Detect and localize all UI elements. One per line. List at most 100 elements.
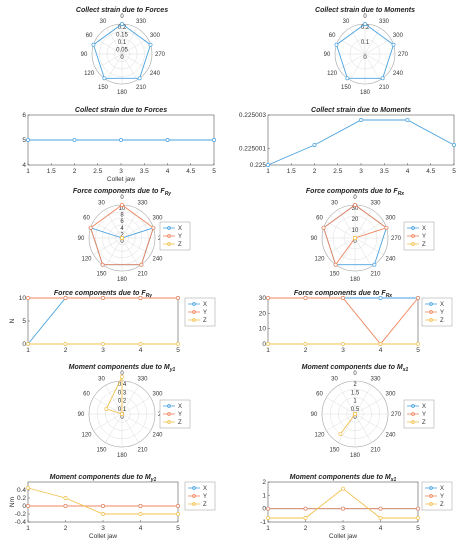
polar-grid-spoke bbox=[354, 221, 384, 239]
data-point-z bbox=[353, 412, 357, 416]
y-tick-label: 10 bbox=[19, 295, 27, 302]
data-point-y bbox=[341, 506, 345, 511]
x-tick-label: 4.5 bbox=[186, 168, 195, 175]
legend-label-z: Z bbox=[440, 318, 444, 324]
data-point-x bbox=[148, 42, 153, 47]
chart-title-main: Force components due to F bbox=[54, 290, 147, 297]
radial-tick-label: 0 bbox=[353, 415, 357, 421]
data-point-x bbox=[391, 42, 396, 47]
polar-grid-spoke bbox=[105, 385, 123, 415]
legend: XYZ bbox=[421, 481, 453, 511]
radial-tick-label: 30 bbox=[352, 206, 359, 212]
x-tick-label: 1.5 bbox=[47, 168, 56, 175]
x-tick-label: 3.5 bbox=[380, 168, 389, 175]
x-tick-label: 3 bbox=[341, 347, 345, 354]
data-point-y bbox=[378, 506, 383, 511]
polar-grid-spoke bbox=[354, 413, 372, 443]
x-axis-label: Collet jaw bbox=[107, 176, 135, 183]
data-point-z bbox=[338, 432, 343, 436]
line-chart-c3: Collect strain due to Forces 1 1.5 2 2.5 3 3.5… bbox=[22, 107, 216, 183]
chart-title: Moment components due to Mx1 bbox=[290, 474, 397, 483]
legend-label-y: Y bbox=[422, 412, 426, 418]
legend-marker-y bbox=[411, 234, 415, 238]
data-point-y bbox=[138, 504, 143, 508]
angle-tick-label: 150 bbox=[329, 448, 340, 454]
data-point-y bbox=[303, 296, 308, 300]
polar-grid-spoke bbox=[354, 209, 372, 239]
data-point-y bbox=[101, 504, 105, 508]
angle-tick-label: 270 bbox=[398, 52, 409, 58]
angle-tick-label: 210 bbox=[379, 85, 390, 91]
angle-tick-label: 180 bbox=[117, 277, 128, 283]
angle-tick-label: 270 bbox=[155, 52, 166, 58]
x-tick-label: 4 bbox=[379, 525, 383, 532]
y-axis-label: N bbox=[9, 318, 16, 323]
legend-label-x: X bbox=[440, 486, 444, 492]
legend-label-y: Y bbox=[203, 310, 207, 316]
plot-area bbox=[27, 481, 179, 523]
data-point-z bbox=[176, 342, 180, 346]
data-point-z bbox=[266, 516, 270, 520]
radial-tick-label: 6 bbox=[120, 219, 124, 225]
angle-tick-label: 240 bbox=[393, 71, 404, 77]
angle-tick-label: 330 bbox=[137, 200, 148, 206]
chart-title: Force components due to FRx bbox=[306, 188, 404, 197]
y-tick-label: 5 bbox=[22, 318, 26, 325]
data-point-x bbox=[72, 138, 77, 142]
angle-tick-label: 240 bbox=[385, 257, 396, 263]
data-point-z bbox=[341, 342, 345, 346]
polar-grid-spoke bbox=[121, 397, 151, 415]
angle-tick-label: 60 bbox=[83, 216, 90, 222]
y-tick-label: 0 bbox=[22, 341, 26, 348]
angle-tick-label: 0 bbox=[120, 195, 124, 201]
radial-tick-label: 10 bbox=[119, 206, 126, 212]
angle-tick-label: 240 bbox=[150, 71, 161, 77]
data-point-x bbox=[359, 118, 363, 122]
radial-tick-label: 0 bbox=[120, 415, 124, 421]
legend-label-z: Z bbox=[178, 420, 182, 426]
polar-chart-c10: Moment components due to Mx1030609012015… bbox=[302, 364, 435, 459]
chart-title-main: Collect strain due to Forces bbox=[75, 107, 167, 114]
data-point-y bbox=[26, 504, 30, 508]
x-tick-label: 2 bbox=[73, 168, 77, 175]
polar-grid-spoke bbox=[106, 27, 123, 55]
polar-grid-spoke bbox=[364, 38, 392, 55]
angle-tick-label: 180 bbox=[350, 277, 361, 283]
angle-tick-label: 210 bbox=[136, 85, 147, 91]
legend-label-z: Z bbox=[203, 318, 207, 324]
data-point-y bbox=[416, 296, 420, 300]
x-tick-label: 1 bbox=[266, 525, 270, 532]
legend-label-y: Y bbox=[440, 310, 444, 316]
plot-area bbox=[267, 114, 455, 166]
data-point-y bbox=[333, 262, 338, 267]
angle-tick-label: 30 bbox=[98, 376, 105, 382]
polar-grid-spoke bbox=[121, 209, 139, 239]
angle-tick-label: 300 bbox=[152, 216, 163, 222]
data-point-y bbox=[176, 296, 180, 300]
radial-tick-label: 20 bbox=[352, 217, 359, 223]
chart-title: Moment components due to My1 bbox=[50, 474, 157, 483]
legend-marker-z bbox=[429, 502, 433, 506]
angle-tick-label: 60 bbox=[329, 33, 336, 39]
radial-tick-label: 0.2 bbox=[118, 25, 127, 31]
y-tick-label: 20 bbox=[259, 310, 267, 317]
radial-tick-label: 8 bbox=[120, 213, 124, 219]
angle-tick-label: 0 bbox=[363, 14, 367, 20]
angle-tick-label: 120 bbox=[314, 257, 325, 263]
legend-marker-y bbox=[429, 310, 433, 314]
x-tick-label: 1 bbox=[266, 347, 270, 354]
x-tick-label: 3 bbox=[101, 347, 105, 354]
angle-tick-label: 240 bbox=[385, 433, 396, 439]
x-tick-label: 2 bbox=[304, 347, 308, 354]
data-point-y bbox=[63, 296, 68, 300]
data-point-z bbox=[266, 342, 270, 346]
angle-tick-label: 180 bbox=[117, 90, 128, 96]
chart-title-subscript: Rx bbox=[398, 191, 405, 197]
data-point-y bbox=[266, 296, 270, 300]
polar-grid-spoke bbox=[105, 209, 123, 239]
data-point-y bbox=[266, 506, 270, 511]
x-tick-label: 2.5 bbox=[333, 168, 342, 175]
angle-tick-label: 0 bbox=[353, 195, 357, 201]
legend-marker-y bbox=[167, 412, 171, 416]
polar-grid-spoke bbox=[354, 237, 372, 267]
